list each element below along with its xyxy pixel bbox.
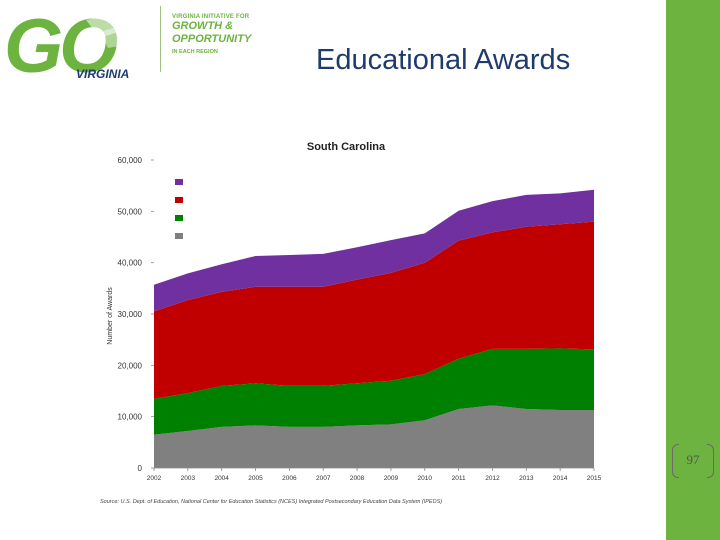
tagline-line4: IN EACH REGION — [172, 49, 218, 55]
y-tick-label: 20,000 — [118, 361, 143, 370]
y-axis-label: Number of Awards — [107, 287, 114, 345]
legend-label: Grad. or Prof. Degree — [186, 177, 273, 187]
logo-state: VIRGINIA — [76, 67, 129, 81]
x-tick-label: 2014 — [553, 475, 568, 482]
legend-swatch — [175, 197, 183, 203]
y-tick-label: 10,000 — [118, 413, 143, 422]
legend-label: Bachelor's degree — [186, 195, 258, 205]
legend-label: Certificate — [186, 231, 227, 241]
x-tick-label: 2012 — [485, 475, 500, 482]
y-tick-label: 60,000 — [118, 156, 143, 165]
chart-source: Source: U.S. Dept. of Education, Nationa… — [100, 499, 442, 505]
x-tick-label: 2002 — [147, 475, 162, 482]
x-tick-label: 2011 — [452, 475, 466, 482]
y-tick-label: 0 — [138, 464, 143, 473]
chart-container: South Carolina 0 10,000 20,000 30,000 40,000… — [98, 131, 606, 509]
bracket-right — [707, 444, 714, 478]
tagline-line2: GROWTH & — [172, 20, 234, 32]
area-series-1 — [154, 348, 594, 435]
slide-title: Educational Awards — [316, 44, 571, 76]
chart-title: South Carolina — [307, 141, 386, 153]
y-tick-label: 40,000 — [118, 259, 143, 268]
green-sidebar — [666, 0, 720, 540]
stacked-area-chart: South Carolina 0 10,000 20,000 30,000 40,000… — [100, 141, 602, 505]
x-tick-label: 2010 — [418, 475, 433, 482]
logo-divider — [160, 6, 161, 72]
x-tick-label: 2004 — [214, 475, 229, 482]
x-tick-label: 2007 — [316, 475, 331, 482]
x-tick-label: 2015 — [587, 475, 602, 482]
legend-swatch — [175, 233, 183, 239]
y-tick-label: 50,000 — [118, 207, 143, 216]
bracket-left — [672, 444, 679, 478]
legend-swatch — [175, 179, 183, 185]
x-tick-label: 2013 — [519, 475, 534, 482]
y-tick-label: 30,000 — [118, 310, 143, 319]
area-series-3 — [154, 189, 594, 312]
area-series-2 — [154, 221, 594, 399]
page-number: 97 — [686, 452, 700, 467]
tagline-line3: OPPORTUNITY — [172, 33, 252, 45]
tagline-line1: VIRGINIA INITIATIVE FOR — [172, 14, 250, 20]
x-tick-label: 2005 — [248, 475, 263, 482]
legend-label: Associate's degree — [186, 213, 262, 223]
area-series-0 — [154, 405, 594, 468]
page-number-badge: 97 — [668, 440, 718, 480]
x-tick-label: 2008 — [350, 475, 365, 482]
go-virginia-logo: GO VIRGINIA — [4, 2, 154, 89]
x-tick-label: 2003 — [181, 475, 196, 482]
legend-swatch — [175, 215, 183, 221]
x-tick-label: 2009 — [384, 475, 399, 482]
logo-tagline: VIRGINIA INITIATIVE FOR GROWTH & OPPORTU… — [172, 14, 282, 55]
x-tick-label: 2006 — [282, 475, 297, 482]
